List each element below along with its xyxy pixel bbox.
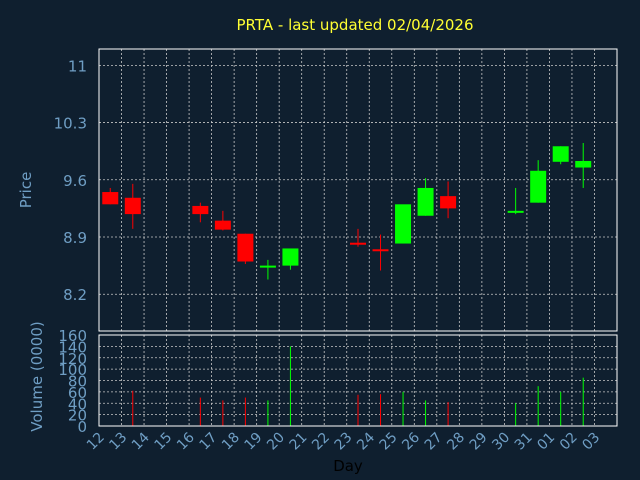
chart-title: PRTA - last updated 02/04/2026 (236, 16, 473, 34)
candle-body (440, 196, 457, 209)
candle-body (507, 210, 524, 213)
volume-tick-label: 0 (77, 418, 87, 436)
price-axis-label: Price (17, 172, 35, 209)
day-tick-label: 25 (377, 430, 401, 454)
day-tick-label: 13 (106, 430, 130, 454)
volume-axis-label: Volume (0000) (28, 321, 46, 431)
day-tick-label: 21 (287, 430, 311, 454)
price-tick-label: 8.9 (63, 229, 87, 247)
price-grid (99, 49, 617, 331)
day-tick-label: 01 (534, 430, 558, 454)
price-tick-label: 8.2 (63, 286, 87, 304)
candle-body (530, 170, 547, 203)
day-tick-label: 18 (219, 430, 243, 454)
day-tick-label: 31 (512, 430, 536, 454)
price-tick-label: 9.6 (63, 172, 87, 190)
day-tick-label: 29 (467, 430, 491, 454)
volume-tick-label: 160 (58, 327, 87, 345)
candle-body (102, 192, 119, 205)
day-tick-label: 24 (354, 429, 378, 453)
candle-body (214, 220, 231, 230)
day-tick-label: 14 (129, 429, 153, 453)
day-tick-label: 27 (422, 430, 446, 454)
candle-body (192, 205, 209, 215)
day-tick-labels: 1213141516171819202122232425262728293031… (84, 429, 603, 453)
candle-body (552, 146, 569, 162)
day-tick-label: 15 (151, 430, 175, 454)
day-tick-label: 30 (489, 430, 513, 454)
day-tick-label: 03 (579, 430, 603, 454)
price-tick-label: 11 (68, 57, 87, 75)
day-tick-label: 20 (264, 430, 288, 454)
volume-tick-label: 140 (58, 338, 87, 356)
volume-tick-label: 20 (68, 407, 87, 425)
volume-tick-label: 40 (68, 395, 87, 413)
candle-body (372, 249, 389, 252)
candle-body (259, 265, 276, 268)
day-tick-label: 17 (197, 430, 221, 454)
candle-body (237, 233, 254, 262)
volume-tick-label: 60 (68, 384, 87, 402)
candle-body (417, 187, 434, 216)
volume-grid (99, 335, 617, 426)
volume-bars (132, 346, 584, 426)
candle-body (395, 204, 412, 244)
candle-body (350, 242, 366, 245)
day-tick-label: 23 (332, 430, 356, 454)
volume-tick-label: 120 (58, 350, 87, 368)
volume-panel-frame (98, 334, 618, 427)
price-tick-label: 10.3 (54, 115, 87, 133)
day-tick-label: 12 (84, 430, 108, 454)
price-panel-frame (98, 48, 618, 332)
price-tick-labels: 8.2 8.9 9.6 10.3 11 (54, 57, 87, 304)
candle-body (124, 197, 141, 215)
day-tick-label: 28 (444, 430, 468, 454)
day-tick-label: 26 (399, 429, 423, 453)
day-tick-label: 02 (557, 430, 581, 454)
day-tick-label: 19 (242, 430, 266, 454)
day-tick-label: 22 (309, 430, 333, 454)
volume-tick-label: 100 (58, 361, 87, 379)
day-tick-label: 16 (174, 429, 198, 453)
candle-body (282, 248, 299, 266)
candle-body (575, 160, 592, 168)
candles (102, 143, 592, 280)
day-axis-label: Day (333, 457, 363, 475)
volume-tick-label: 80 (68, 373, 87, 391)
